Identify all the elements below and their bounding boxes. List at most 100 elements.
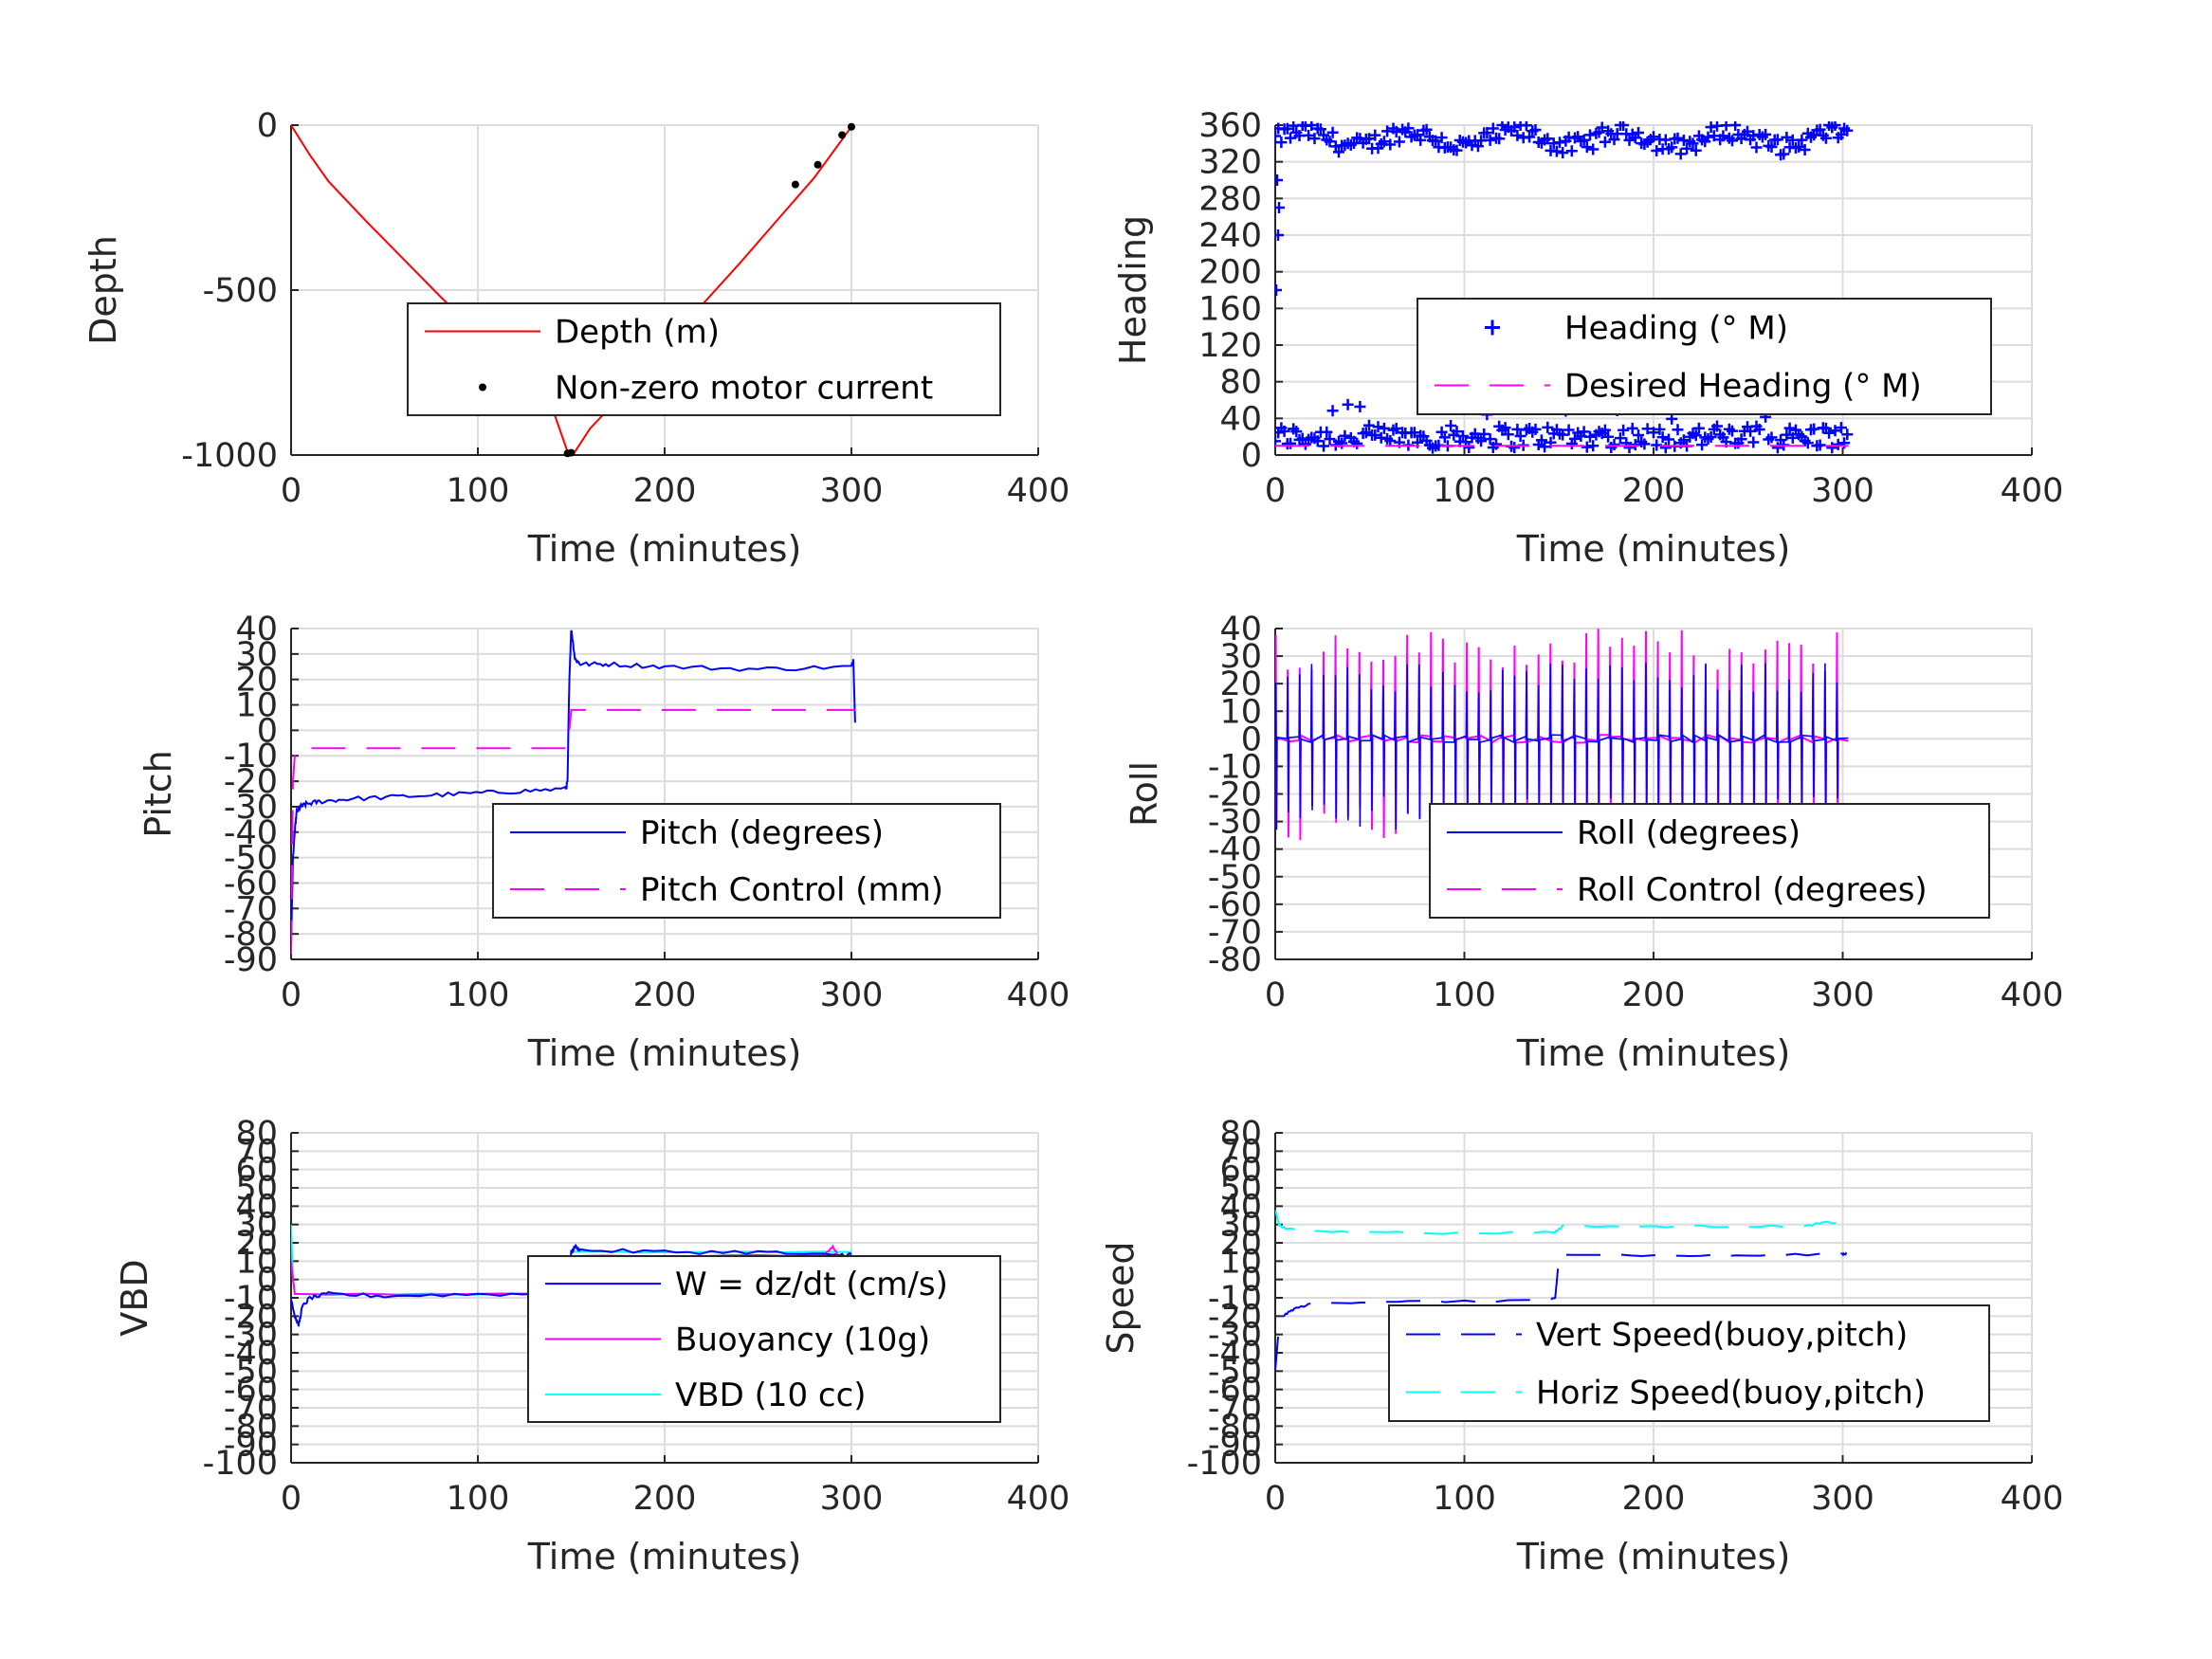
plot-area [291, 122, 855, 458]
plot-area [1275, 1210, 1848, 1371]
series-w [291, 1243, 852, 1327]
y-axis-label: Pitch [137, 750, 179, 838]
x-tick-label: 200 [1622, 472, 1686, 510]
x-tick-label: 300 [820, 1480, 884, 1518]
motor-current-point [848, 122, 855, 131]
y-tick-label: -50 [1208, 1353, 1262, 1391]
legend-label: Horiz Speed(buoy,pitch) [1536, 1375, 1926, 1413]
y-tick-label: 60 [235, 1152, 278, 1190]
y-tick-label: -30 [224, 789, 278, 827]
x-tick-label: 400 [1007, 472, 1070, 510]
y-tick-label: -80 [224, 916, 278, 954]
x-tick-label: 100 [447, 1480, 510, 1518]
y-tick-label: 0 [1241, 1262, 1262, 1300]
y-tick-label: -90 [1208, 1427, 1262, 1465]
legend: Depth (m) Non-zero motor current [407, 302, 1001, 416]
y-tick-label: -80 [1208, 941, 1262, 979]
y-tick-label: -1000 [181, 437, 278, 475]
y-tick-label: -500 [203, 272, 278, 310]
plot-area [1275, 121, 1854, 454]
y-axis-label: Roll [1124, 761, 1165, 827]
x-tick-label: 0 [281, 472, 302, 510]
x-tick-label: 200 [1622, 1480, 1686, 1518]
legend: Heading (° M) Desired Heading (° M) [1417, 298, 1992, 415]
legend-label: Pitch Control (mm) [640, 871, 943, 909]
y-tick-label: -40 [1208, 831, 1262, 869]
x-tick-label: 0 [281, 976, 302, 1014]
y-axis-label: Speed [1100, 1241, 1142, 1354]
y-tick-label: 20 [1219, 1225, 1262, 1263]
y-tick-label: -60 [1208, 886, 1262, 924]
legend-label: Roll (degrees) [1577, 814, 1801, 852]
legend-label: Desired Heading (° M) [1564, 368, 1922, 406]
x-tick-label: 0 [281, 1480, 302, 1518]
y-tick-label: 40 [1219, 400, 1262, 438]
y-tick-label: 50 [235, 1170, 278, 1208]
legend-label: Depth (m) [555, 314, 720, 352]
x-axis-label: Time (minutes) [527, 528, 802, 570]
y-tick-label: -10 [224, 738, 278, 775]
y-tick-label: 40 [1219, 611, 1262, 648]
y-tick-label: -100 [203, 1445, 278, 1483]
y-tick-label: -100 [1187, 1445, 1262, 1483]
x-axis-label: Time (minutes) [1516, 1536, 1791, 1577]
y-tick-label: -40 [224, 814, 278, 852]
legend: Roll (degrees) Roll Control (degrees) [1429, 803, 1990, 919]
x-tick-label: 100 [1433, 976, 1496, 1014]
y-tick-label: 0 [1241, 437, 1262, 475]
y-tick-label: 40 [235, 611, 278, 648]
motor-current-point [838, 131, 847, 139]
y-tick-label: 0 [257, 1262, 278, 1300]
legend-label: VBD (10 cc) [675, 1376, 867, 1414]
depth-panel: 0 100 200 300 400 -1000 -500 0 Time (minutes) Dep… [82, 107, 1069, 570]
grid [1274, 124, 2033, 456]
series-vert-speed [1275, 1251, 1848, 1371]
legend-dot [479, 383, 486, 392]
x-tick-label: 100 [1433, 472, 1496, 510]
y-tick-label: 10 [1219, 1243, 1262, 1281]
y-tick-label: -80 [224, 1408, 278, 1446]
x-tick-label: 300 [1811, 976, 1874, 1014]
y-tick-label: 280 [1198, 180, 1262, 218]
y-tick-label: -90 [224, 941, 278, 979]
legend-box [1388, 1304, 1990, 1422]
y-axis-label: Depth [82, 235, 124, 345]
y-tick-label: -80 [1208, 1408, 1262, 1446]
y-tick-label: 80 [1219, 1115, 1262, 1153]
y-tick-label: 30 [235, 1207, 278, 1245]
pitch-panel: 0 100 200 300 400-90-80-70-60-50-40-30-20-10… [137, 611, 1069, 1074]
x-tick-label: 200 [633, 472, 697, 510]
x-tick-label: 0 [1265, 472, 1286, 510]
x-tick-label: 0 [1265, 1480, 1286, 1518]
y-tick-label: 80 [235, 1115, 278, 1153]
y-tick-label: 0 [257, 107, 278, 145]
y-tick-label: 70 [1219, 1133, 1262, 1171]
series-pitch-control [291, 708, 855, 955]
y-tick-label: -60 [224, 1372, 278, 1410]
y-tick-label: -60 [224, 865, 278, 902]
motor-current-point [814, 160, 822, 169]
y-tick-label: -30 [1208, 804, 1262, 842]
series-pitch [291, 629, 856, 947]
motor-current-point [567, 448, 576, 457]
y-tick-label: 20 [235, 1225, 278, 1263]
x-tick-label: 300 [820, 472, 884, 510]
y-tick-label: 240 [1198, 217, 1262, 255]
y-tick-label: 160 [1198, 290, 1262, 328]
y-tick-label: 60 [1219, 1152, 1262, 1190]
y-tick-label: 40 [235, 1188, 278, 1226]
y-tick-label: -70 [224, 890, 278, 928]
legend-box [407, 302, 1001, 416]
y-tick-label: -90 [224, 1427, 278, 1465]
y-tick-label: 20 [235, 662, 278, 700]
y-tick-label: -20 [1208, 776, 1262, 814]
y-tick-label: -20 [224, 763, 278, 801]
x-tick-label: 300 [820, 976, 884, 1014]
legend-plus [1485, 319, 1500, 336]
x-tick-label: 300 [1811, 472, 1874, 510]
x-tick-label: 200 [633, 1480, 697, 1518]
legend-label: Pitch (degrees) [640, 814, 884, 852]
legend-label: W = dz/dt (cm/s) [675, 1266, 948, 1304]
y-tick-label: 360 [1198, 107, 1262, 145]
x-tick-label: 100 [447, 976, 510, 1014]
